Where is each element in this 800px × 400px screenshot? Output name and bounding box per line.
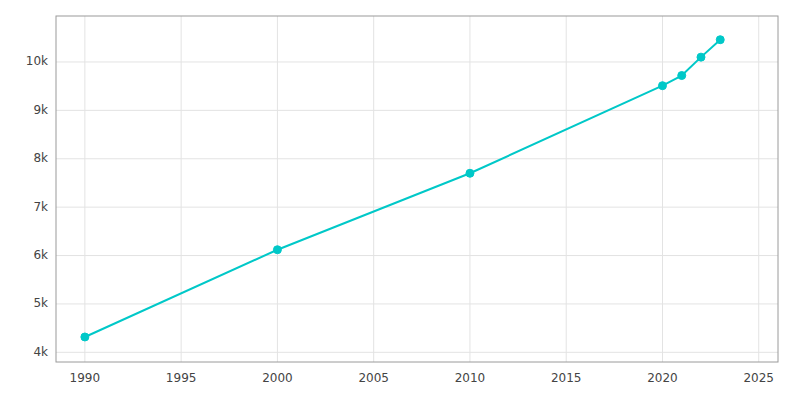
grid-line-x	[277, 16, 278, 362]
chart: 4k 5k 6k 7k 8k 9k 10k 1990 1995 2000 2005 2010 2015 2…	[0, 0, 800, 400]
marker	[273, 246, 281, 254]
y-tick-label: 4k	[33, 345, 48, 359]
grid-line-y	[56, 110, 778, 111]
grid-line-x	[662, 16, 663, 362]
x-tick-label: 1990	[70, 371, 101, 385]
y-tick-label: 8k	[33, 151, 48, 165]
x-tick-label: 2025	[743, 371, 774, 385]
x-tick-label: 2005	[358, 371, 389, 385]
grid-line-y	[56, 158, 778, 159]
line	[85, 40, 720, 337]
x-tick-label: 2010	[455, 371, 486, 385]
grid-line-x	[566, 16, 567, 362]
page: {"chart_data": {"type": "line", "x": [19…	[0, 0, 800, 400]
marker	[81, 333, 89, 341]
grid-line-x	[84, 16, 85, 362]
marker	[658, 82, 666, 90]
data-layer	[81, 36, 724, 341]
grid-line-y	[56, 207, 778, 208]
grid-line-x	[758, 16, 759, 362]
grid-line-x	[469, 16, 470, 362]
marker	[697, 53, 705, 61]
x-tick-label: 1995	[166, 371, 197, 385]
x-tick-label: 2000	[262, 371, 293, 385]
grid-line-x	[373, 16, 374, 362]
x-tick-label: 2015	[551, 371, 582, 385]
grid	[56, 16, 778, 362]
y-tick-label: 9k	[33, 103, 48, 117]
tick-labels: 4k 5k 6k 7k 8k 9k 10k 1990 1995 2000 2005 2010 2015 2…	[26, 54, 774, 385]
marker	[466, 169, 474, 177]
marker	[716, 36, 724, 44]
y-tick-label: 10k	[26, 54, 48, 68]
y-tick-label: 5k	[33, 296, 48, 310]
grid-line-y	[56, 303, 778, 304]
x-tick-label: 2020	[647, 371, 678, 385]
grid-line-y	[56, 61, 778, 62]
plot-frame	[56, 16, 778, 362]
grid-line-y	[56, 255, 778, 256]
y-tick-label: 7k	[33, 200, 48, 214]
grid-line-x	[181, 16, 182, 362]
plot-area	[56, 16, 778, 362]
marker	[678, 72, 686, 80]
y-tick-label: 6k	[33, 248, 48, 262]
grid-line-y	[56, 352, 778, 353]
